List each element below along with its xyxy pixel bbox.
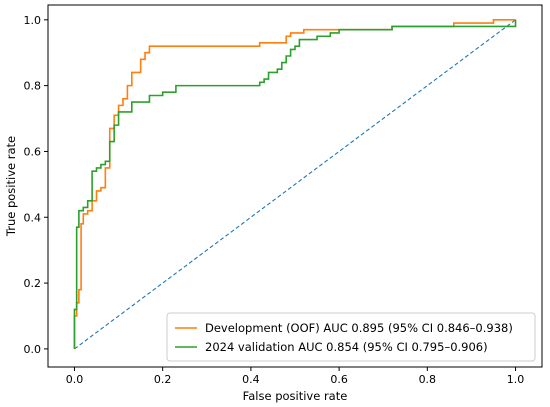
x-tick-label: 0.0 (66, 373, 84, 386)
plot-area (73, 19, 517, 350)
y-axis-ticks: 0.0 0.2 0.4 0.6 0.8 1.0 (24, 14, 48, 356)
x-axis-label: False positive rate (243, 389, 348, 403)
x-tick-label: 0.6 (330, 373, 348, 386)
y-tick-label: 0.0 (24, 343, 42, 356)
x-axis-ticks: 0.0 0.2 0.4 0.6 0.8 1.0 (66, 367, 525, 386)
y-tick-label: 0.4 (24, 211, 42, 224)
y-tick-label: 0.6 (24, 145, 42, 158)
x-tick-label: 0.8 (419, 373, 437, 386)
y-tick-label: 1.0 (24, 14, 42, 27)
chance-diagonal-line (74, 19, 516, 350)
validation-2024-roc-line (73, 19, 517, 349)
y-tick-label: 0.2 (24, 277, 42, 290)
legend-label-development: Development (OOF) AUC 0.895 (95% CI 0.84… (205, 321, 513, 335)
y-tick-label: 0.8 (24, 80, 42, 93)
development-roc-line (73, 19, 516, 349)
legend-label-validation-2024: 2024 validation AUC 0.854 (95% CI 0.795–… (205, 340, 488, 354)
x-tick-label: 0.2 (154, 373, 172, 386)
legend: Development (OOF) AUC 0.895 (95% CI 0.84… (166, 312, 536, 362)
y-axis-label: True positive rate (4, 136, 18, 237)
x-tick-label: 0.4 (242, 373, 260, 386)
legend-box (166, 312, 536, 362)
axes-frame (47, 4, 543, 368)
x-tick-label: 1.0 (507, 373, 525, 386)
